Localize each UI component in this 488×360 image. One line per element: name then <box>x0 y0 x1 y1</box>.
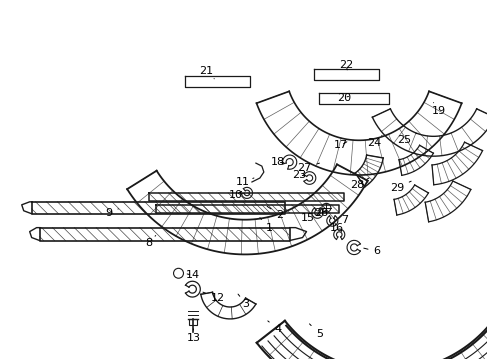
Text: 28: 28 <box>349 178 368 190</box>
Text: 14: 14 <box>185 270 199 280</box>
Text: 7: 7 <box>340 215 347 231</box>
Text: 27: 27 <box>297 163 319 173</box>
Text: 3: 3 <box>238 294 249 309</box>
Text: 21: 21 <box>199 66 214 79</box>
Text: 20: 20 <box>336 93 350 103</box>
Text: 10: 10 <box>228 190 243 200</box>
Text: 5: 5 <box>309 324 322 339</box>
Text: 1: 1 <box>259 218 273 233</box>
Text: 22: 22 <box>338 60 353 70</box>
Text: 26: 26 <box>314 208 328 218</box>
Text: 11: 11 <box>236 177 253 187</box>
Text: 16: 16 <box>329 222 344 233</box>
Text: 15: 15 <box>300 213 319 223</box>
Text: 9: 9 <box>105 208 118 218</box>
Text: 6: 6 <box>363 247 380 256</box>
Text: 24: 24 <box>366 135 381 148</box>
Text: 4: 4 <box>267 321 281 334</box>
Text: 13: 13 <box>186 329 200 343</box>
Bar <box>189 319 197 325</box>
Text: 2: 2 <box>266 206 283 220</box>
Text: 29: 29 <box>389 181 410 193</box>
Text: 17: 17 <box>333 140 347 150</box>
Text: 19: 19 <box>430 103 445 116</box>
Text: 12: 12 <box>203 292 225 303</box>
Text: 25: 25 <box>396 133 416 145</box>
Text: 18: 18 <box>270 157 284 167</box>
Text: 8: 8 <box>145 235 155 248</box>
Text: 23: 23 <box>292 170 306 180</box>
